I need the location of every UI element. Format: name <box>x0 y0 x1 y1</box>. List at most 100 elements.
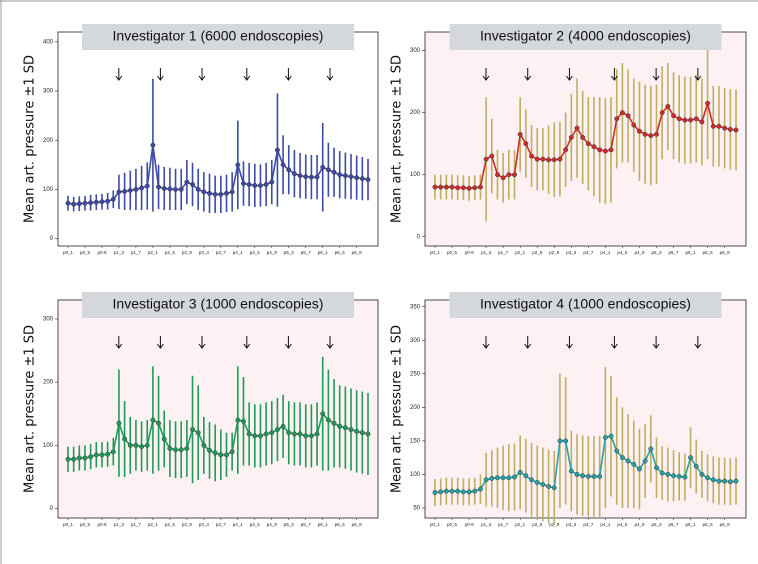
mean-point <box>110 196 116 202</box>
x-tick-label: p2_5 <box>532 522 543 527</box>
mean-point <box>699 471 705 477</box>
mean-point <box>637 128 642 134</box>
event-arrow <box>694 68 702 81</box>
mean-point <box>122 436 128 442</box>
x-tick-label: p6_9 <box>720 250 731 255</box>
mean-point <box>551 157 557 163</box>
mean-point <box>286 430 292 436</box>
mean-point <box>506 172 512 178</box>
mean-point <box>190 182 195 187</box>
event-arrow <box>115 336 123 349</box>
x-tick-label: p4_1 <box>233 522 244 527</box>
mean-point <box>688 455 694 461</box>
mean-point <box>246 431 252 437</box>
x-tick-label: p1_3 <box>114 522 125 527</box>
mean-point <box>246 182 252 187</box>
mean-point <box>693 116 699 122</box>
x-tick-label: p0_5 <box>447 522 458 527</box>
panel: 0 100 200 300 p0_1 p0_5 p0-9 p1_3 p1_7 p2_1 p2_5 p2… <box>23 292 379 527</box>
mean-point <box>224 190 229 196</box>
mean-point <box>291 431 297 437</box>
y-tick-label: 0 <box>417 234 421 240</box>
event-arrow <box>482 336 490 349</box>
mean-point <box>688 117 694 123</box>
x-tick-label: p6_1 <box>686 250 697 255</box>
mean-point <box>682 474 688 480</box>
mean-point <box>110 449 116 455</box>
x-tick-label: p3_7 <box>216 250 227 255</box>
x-tick-label: p5_7 <box>669 250 680 255</box>
y-tick-label: 400 <box>43 39 54 45</box>
mean-point <box>477 184 483 190</box>
mean-point <box>705 475 711 481</box>
x-tick-label: p5_7 <box>301 250 312 255</box>
mean-point <box>269 430 275 436</box>
title-box <box>449 292 722 318</box>
event-arrow <box>524 68 532 81</box>
mean-point <box>274 427 280 432</box>
mean-point <box>258 433 263 439</box>
mean-point <box>82 200 88 206</box>
x-tick-label: p6_1 <box>686 522 697 527</box>
mean-point <box>665 471 671 477</box>
mean-point <box>637 466 642 472</box>
y-tick-label: 100 <box>43 187 54 193</box>
x-tick-label: p4_5 <box>250 522 261 527</box>
mean-point <box>280 162 286 168</box>
mean-point <box>716 478 722 484</box>
mean-point <box>597 473 603 479</box>
mean-point <box>727 479 733 485</box>
x-tick-label: p4_1 <box>600 250 611 255</box>
mean-point <box>608 147 614 153</box>
mean-point <box>201 442 207 448</box>
x-tick-label: p4_9 <box>634 522 645 527</box>
mean-point <box>727 126 733 132</box>
x-tick-label: p1_3 <box>114 250 125 255</box>
mean-point <box>455 185 461 191</box>
y-tick-label: 200 <box>410 405 421 411</box>
mean-point <box>438 184 444 190</box>
mean-point <box>460 185 466 191</box>
mean-point <box>156 420 162 426</box>
mean-point <box>722 478 728 484</box>
mean-point <box>568 468 574 474</box>
mean-point <box>133 442 139 448</box>
mean-point <box>631 461 637 467</box>
x-tick-label: p5_7 <box>669 522 680 527</box>
mean-point <box>574 471 580 477</box>
x-tick-label: p4_9 <box>634 250 645 255</box>
event-arrow <box>157 68 164 81</box>
panel-title: Investigator 3 (1000 endoscopies) <box>113 296 324 312</box>
event-arrow <box>524 336 532 349</box>
mean-point <box>443 184 449 190</box>
mean-point <box>529 153 534 159</box>
x-tick-label: p6_5 <box>703 522 714 527</box>
mean-point <box>212 191 218 197</box>
mean-point <box>207 447 212 453</box>
mean-point <box>705 100 711 106</box>
mean-point <box>710 123 716 129</box>
mean-point <box>76 455 82 461</box>
mean-point <box>591 473 597 479</box>
x-tick-label: p0_5 <box>447 250 458 255</box>
x-tick-label: p6_1 <box>318 522 329 527</box>
x-tick-label: p1_7 <box>498 522 509 527</box>
mean-point <box>224 452 229 458</box>
panel-title: Investigator 4 (1000 endoscopies) <box>480 296 691 312</box>
mean-point <box>150 142 156 148</box>
mean-point <box>472 488 478 494</box>
mean-point <box>331 169 337 175</box>
mean-point <box>665 103 671 109</box>
x-tick-label: p0_5 <box>80 522 91 527</box>
x-tick-label: p0_5 <box>80 250 91 255</box>
x-tick-label: p4_5 <box>250 250 261 255</box>
mean-point <box>477 486 483 492</box>
mean-point <box>495 475 500 481</box>
x-tick-label: p0_1 <box>430 522 441 527</box>
mean-point <box>178 186 184 192</box>
mean-point <box>190 427 195 432</box>
mean-point <box>269 179 275 185</box>
mean-point <box>150 417 156 423</box>
mean-point <box>517 131 523 137</box>
x-tick-label: p4_5 <box>617 250 628 255</box>
